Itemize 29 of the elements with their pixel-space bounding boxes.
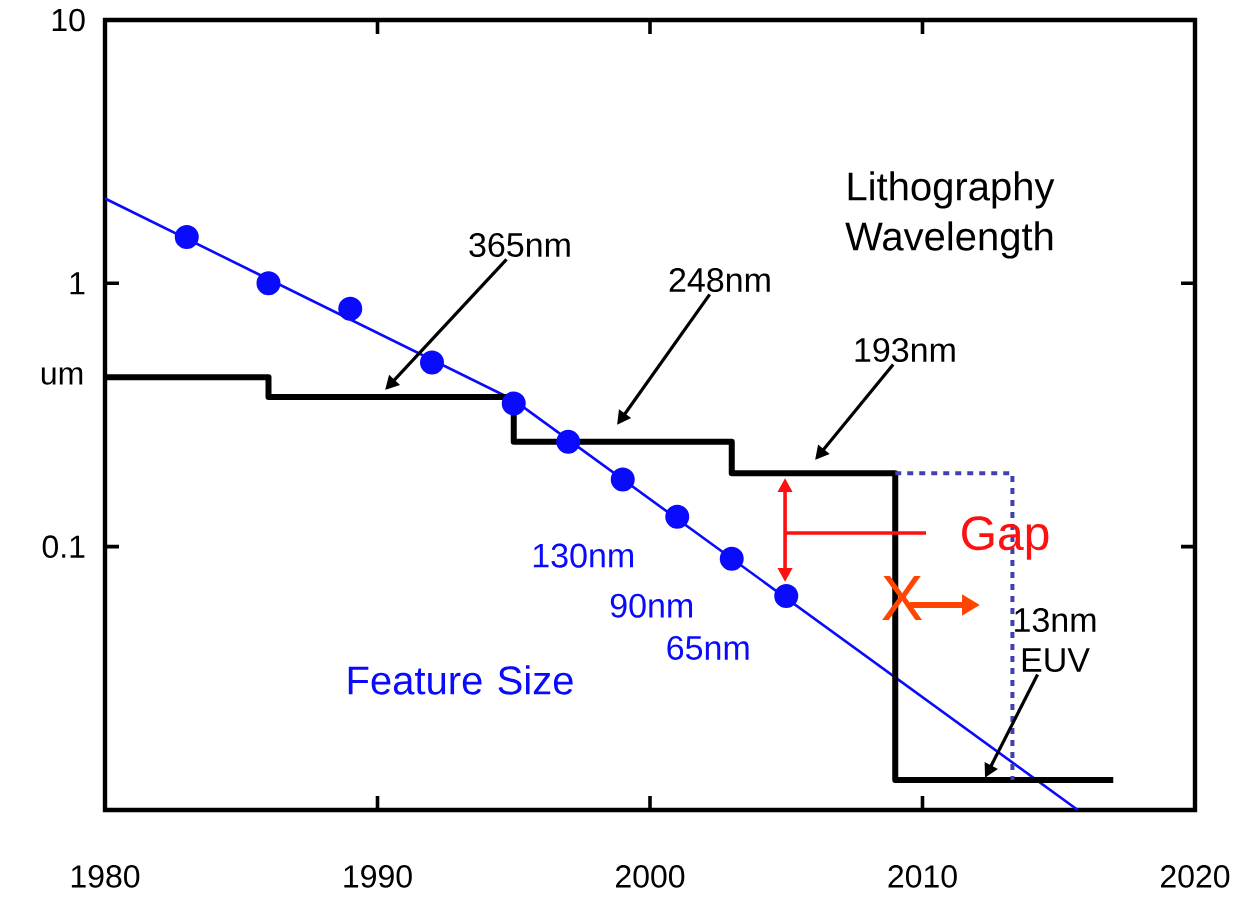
point (610, 467, 635, 492)
point (174, 224, 199, 249)
annotation: 130nm (533, 543, 633, 568)
y-tick-label: 0.1 (42, 535, 85, 558)
text: Lithography Wavelength (845, 171, 1055, 259)
annotation: 193nm (855, 337, 955, 363)
x-tick-label: 2010 (888, 865, 957, 888)
point (338, 296, 363, 321)
x-tick-label: 1990 (344, 865, 412, 888)
y-tick-label: 1 (70, 272, 85, 295)
annotation: 13nm EUV (1015, 607, 1096, 673)
point (256, 271, 281, 296)
x-tick-label: 2020 (1161, 865, 1230, 888)
text: Feature Size (348, 665, 573, 695)
y-tick-label: 10 (52, 8, 85, 32)
x-tick-label: 1980 (71, 865, 140, 888)
annotation: 365nm (469, 232, 570, 258)
annotation: 248nm (669, 267, 770, 293)
point (556, 429, 581, 454)
annotation: 90nm (610, 593, 693, 618)
point (774, 583, 799, 608)
point (665, 504, 690, 529)
annotation: Gap (962, 516, 1049, 560)
point (420, 350, 444, 375)
y-axis-title: um (41, 367, 83, 385)
annotation: 65nm (667, 635, 749, 660)
point (719, 546, 744, 571)
point (501, 391, 526, 416)
x-tick-label: 2000 (616, 865, 685, 888)
